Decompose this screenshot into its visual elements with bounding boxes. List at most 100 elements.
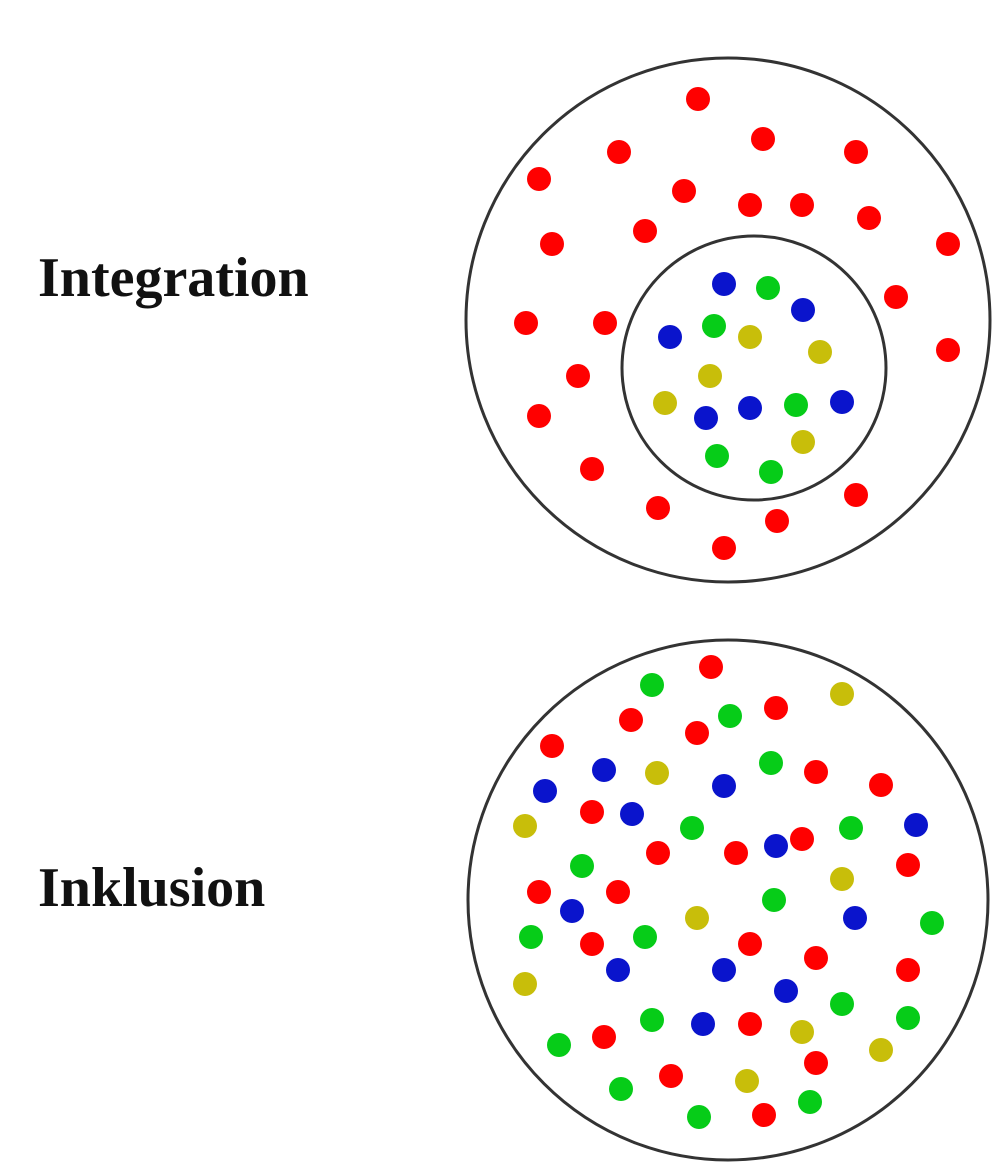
integration-dot-red [593, 311, 617, 335]
inclusion-dot-red [659, 1064, 683, 1088]
inclusion-dot-green [640, 673, 664, 697]
integration-dot-blue [738, 396, 762, 420]
integration-dot-red [738, 193, 762, 217]
inclusion-dot-green [920, 911, 944, 935]
integration-dot-green [759, 460, 783, 484]
inclusion-dot-red [580, 800, 604, 824]
inclusion-dot-blue [843, 906, 867, 930]
inclusion-dot-green [633, 925, 657, 949]
integration-dot-red [607, 140, 631, 164]
inclusion-dot-red [896, 853, 920, 877]
inclusion-dot-green [547, 1033, 571, 1057]
integration-dot-red [646, 496, 670, 520]
inclusion-dot-green [798, 1090, 822, 1114]
inclusion-dot-red [804, 946, 828, 970]
integration-dot-yellow [698, 364, 722, 388]
integration-dot-blue [658, 325, 682, 349]
integration-dot-red [844, 140, 868, 164]
integration-dot-red [712, 536, 736, 560]
integration-dot-blue [791, 298, 815, 322]
inclusion-dot-red [606, 880, 630, 904]
inclusion-dot-green [640, 1008, 664, 1032]
inclusion-dot-red [896, 958, 920, 982]
integration-dot-red [527, 404, 551, 428]
inclusion-dot-red [738, 1012, 762, 1036]
inclusion-dot-green [680, 816, 704, 840]
integration-dot-yellow [653, 391, 677, 415]
integration-inner-circle [620, 234, 888, 502]
inclusion-dot-blue [712, 774, 736, 798]
inclusion-dot-red [790, 827, 814, 851]
inclusion-dot-blue [606, 958, 630, 982]
integration-dot-red [514, 311, 538, 335]
integration-dot-red [580, 457, 604, 481]
inclusion-dot-red [724, 841, 748, 865]
inclusion-dot-blue [764, 834, 788, 858]
inclusion-dot-green [896, 1006, 920, 1030]
inclusion-dot-blue [712, 958, 736, 982]
inclusion-dot-yellow [645, 761, 669, 785]
integration-dot-red [527, 167, 551, 191]
integration-dot-green [756, 276, 780, 300]
inclusion-dot-red [592, 1025, 616, 1049]
inclusion-dot-blue [620, 802, 644, 826]
integration-dots [514, 87, 960, 560]
inclusion-dot-blue [592, 758, 616, 782]
inclusion-dot-blue [560, 899, 584, 923]
inclusion-dot-blue [691, 1012, 715, 1036]
inclusion-dot-blue [774, 979, 798, 1003]
integration-dot-red [844, 483, 868, 507]
integration-dot-red [857, 206, 881, 230]
integration-dot-yellow [738, 325, 762, 349]
inclusion-dot-yellow [830, 682, 854, 706]
inclusion-dots [513, 655, 944, 1129]
inclusion-label: Inklusion [38, 857, 266, 919]
integration-dot-red [633, 219, 657, 243]
integration-dot-yellow [808, 340, 832, 364]
inclusion-dot-green [839, 816, 863, 840]
inclusion-dot-green [687, 1105, 711, 1129]
integration-label: Integration [38, 247, 309, 309]
inclusion-dot-green [570, 854, 594, 878]
inclusion-dot-yellow [685, 906, 709, 930]
integration-panel: Integration [38, 56, 992, 584]
inclusion-dot-yellow [513, 972, 537, 996]
inclusion-dot-blue [904, 813, 928, 837]
integration-dot-blue [694, 406, 718, 430]
inclusion-dot-red [804, 1051, 828, 1075]
integration-diagram [464, 56, 992, 584]
inclusion-dot-red [738, 932, 762, 956]
integration-dot-red [884, 285, 908, 309]
inclusion-dot-red [804, 760, 828, 784]
inclusion-dot-red [752, 1103, 776, 1127]
inclusion-dot-red [685, 721, 709, 745]
inclusion-dot-red [619, 708, 643, 732]
inclusion-dot-green [609, 1077, 633, 1101]
integration-outer-circle [464, 56, 992, 584]
integration-dot-red [751, 127, 775, 151]
integration-dot-yellow [791, 430, 815, 454]
integration-dot-red [540, 232, 564, 256]
integration-dot-red [790, 193, 814, 217]
inclusion-dot-red [646, 841, 670, 865]
inclusion-dot-yellow [735, 1069, 759, 1093]
inclusion-dot-green [519, 925, 543, 949]
integration-dot-red [765, 509, 789, 533]
inclusion-dot-yellow [513, 814, 537, 838]
inclusion-dot-green [759, 751, 783, 775]
integration-dot-red [936, 338, 960, 362]
inclusion-dot-green [762, 888, 786, 912]
integration-dot-blue [830, 390, 854, 414]
inclusion-dot-red [527, 880, 551, 904]
inclusion-panel: Inklusion [0, 600, 1000, 1166]
inclusion-dot-red [540, 734, 564, 758]
inclusion-dot-red [580, 932, 604, 956]
integration-dot-red [686, 87, 710, 111]
inclusion-dot-red [869, 773, 893, 797]
integration-dot-green [702, 314, 726, 338]
integration-dot-red [936, 232, 960, 256]
inclusion-dot-green [718, 704, 742, 728]
inclusion-diagram [466, 638, 990, 1162]
inclusion-dot-yellow [790, 1020, 814, 1044]
integration-dot-red [566, 364, 590, 388]
